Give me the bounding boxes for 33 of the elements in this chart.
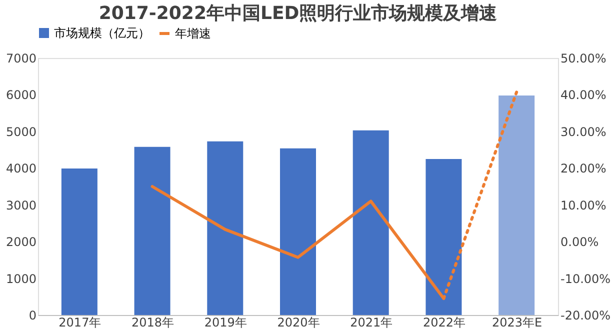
y-tick-label: 3000 xyxy=(6,198,36,212)
x-tick-label: 2023年E xyxy=(492,316,542,330)
y-tick-label: 7000 xyxy=(6,52,36,66)
x-tick-label: 2021年 xyxy=(350,316,393,330)
bar xyxy=(498,95,535,315)
legend-label: 市场规模（亿元） xyxy=(54,26,150,40)
y-tick-label: 1000 xyxy=(6,272,36,286)
y2-tick-label: -20.00% xyxy=(560,308,611,322)
x-tick-label: 2022年 xyxy=(422,316,466,330)
x-tick-label: 2017年 xyxy=(58,316,102,330)
y-tick-label: 2000 xyxy=(6,235,36,250)
x-tick-label: 2018年 xyxy=(132,316,174,330)
y2-tick-label: 20.00% xyxy=(560,162,606,176)
y-tick-label: 6000 xyxy=(6,88,36,102)
y2-tick-label: 50.00% xyxy=(560,52,606,66)
bar xyxy=(207,141,244,315)
y2-tick-label: -10.00% xyxy=(560,272,611,286)
legend-label: 年增速 xyxy=(175,26,211,40)
y-tick-label: 5000 xyxy=(6,124,36,139)
y2-tick-label: 10.00% xyxy=(560,198,606,212)
y2-tick-label: 30.00% xyxy=(560,124,606,139)
bar xyxy=(426,158,462,315)
y-tick-label: 0 xyxy=(28,308,36,322)
bar xyxy=(134,146,170,315)
y-tick-label: 4000 xyxy=(6,162,36,176)
chart-title: 2017-2022年中国LED照明行业市场规模及增速 xyxy=(98,3,498,24)
y2-tick-label: 0.00% xyxy=(560,235,599,250)
x-tick-label: 2020年 xyxy=(277,316,320,330)
x-tick-label: 2019年 xyxy=(204,316,247,330)
bar xyxy=(280,148,316,315)
bar xyxy=(61,168,98,315)
y2-tick-label: 40.00% xyxy=(560,88,606,102)
bar xyxy=(352,130,389,315)
